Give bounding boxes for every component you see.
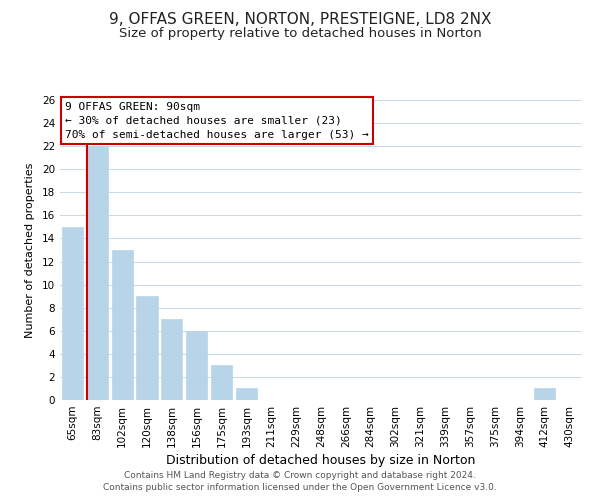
Y-axis label: Number of detached properties: Number of detached properties	[25, 162, 35, 338]
Bar	[236, 388, 257, 400]
X-axis label: Distribution of detached houses by size in Norton: Distribution of detached houses by size …	[166, 454, 476, 467]
Bar	[62, 227, 83, 400]
Bar	[87, 146, 108, 400]
Text: Contains HM Land Registry data © Crown copyright and database right 2024.
Contai: Contains HM Land Registry data © Crown c…	[103, 471, 497, 492]
Bar	[136, 296, 158, 400]
Text: 9, OFFAS GREEN, NORTON, PRESTEIGNE, LD8 2NX: 9, OFFAS GREEN, NORTON, PRESTEIGNE, LD8 …	[109, 12, 491, 28]
Bar	[211, 366, 232, 400]
Bar	[534, 388, 555, 400]
Bar	[112, 250, 133, 400]
Text: Size of property relative to detached houses in Norton: Size of property relative to detached ho…	[119, 28, 481, 40]
Bar	[186, 331, 207, 400]
Text: 9 OFFAS GREEN: 90sqm
← 30% of detached houses are smaller (23)
70% of semi-detac: 9 OFFAS GREEN: 90sqm ← 30% of detached h…	[65, 102, 369, 140]
Bar	[161, 319, 182, 400]
